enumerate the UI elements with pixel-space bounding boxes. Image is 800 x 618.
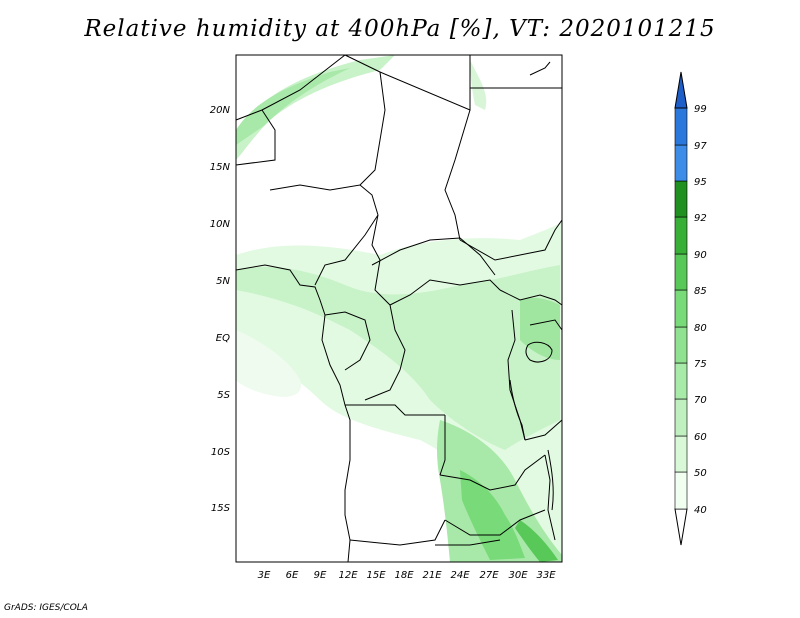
border-mozambique xyxy=(544,454,556,541)
border-namibia xyxy=(435,539,501,546)
border-zambia-south xyxy=(444,509,546,536)
border-mali-niger xyxy=(235,109,276,166)
credit-text: GrADS: IGES/COLA xyxy=(4,603,88,613)
lon-label: 18E xyxy=(394,570,414,581)
border-chad-sudan xyxy=(444,109,471,241)
colorbar-swatch xyxy=(674,471,688,510)
border-angola-south xyxy=(349,519,446,546)
lon-label: 12E xyxy=(338,570,358,581)
humidity-field xyxy=(236,55,562,562)
colorbar-swatch xyxy=(674,144,688,182)
lon-label: 27E xyxy=(479,570,499,581)
border-angola-north xyxy=(345,404,445,416)
colorbar-swatch xyxy=(674,398,688,437)
lat-label: 15N xyxy=(210,162,231,173)
colorbar-label: 85 xyxy=(694,286,707,297)
lat-label: EQ xyxy=(216,333,230,344)
border-algeria-niger xyxy=(235,54,346,121)
border-zambia xyxy=(439,454,546,491)
colorbar-label: 75 xyxy=(694,359,707,370)
lake-tanganyika xyxy=(509,379,526,441)
border-niger-chad xyxy=(359,71,386,186)
map-frame xyxy=(235,54,563,563)
colorbar-swatch xyxy=(674,253,688,291)
colorbar-label: 99 xyxy=(694,104,707,115)
lat-label: 20N xyxy=(210,105,231,116)
map-title: Relative humidity at 400hPa [%], VT: 202… xyxy=(84,16,716,42)
humidity-blob-ocean-west xyxy=(236,330,301,397)
border-tanzania xyxy=(524,419,563,441)
humidity-blob-south-core xyxy=(460,470,525,560)
lon-label: 15E xyxy=(366,570,386,581)
colorbar-label: 97 xyxy=(694,141,707,152)
colorbar-label: 92 xyxy=(694,213,707,224)
colorbar-swatch xyxy=(674,107,688,146)
lon-label: 21E xyxy=(422,570,442,581)
colorbar-swatch xyxy=(674,362,688,400)
colorbar-label: 40 xyxy=(694,505,707,516)
lat-label: 5S xyxy=(217,390,230,401)
lon-label: 24E xyxy=(450,570,470,581)
colorbar-label: 70 xyxy=(694,395,707,406)
colorbar-label: 90 xyxy=(694,250,707,261)
lat-label: 15S xyxy=(211,503,231,514)
lon-label: 33E xyxy=(536,570,556,581)
lat-label: 10N xyxy=(210,219,231,230)
border-car-south xyxy=(389,279,501,306)
colorbar-label: 95 xyxy=(694,177,707,188)
border-nigeria-cameroon xyxy=(314,214,379,286)
colorbar-swatch xyxy=(674,180,688,218)
lon-label: 6E xyxy=(286,570,299,581)
humidity-blob-southeast xyxy=(515,520,558,562)
lon-label: 3E xyxy=(258,570,271,581)
colorbar-swatch xyxy=(674,216,688,255)
lat-label: 5N xyxy=(216,276,230,287)
red-sea-coast xyxy=(529,61,551,76)
colorbar-label: 50 xyxy=(694,468,707,479)
humidity-blob-south xyxy=(437,420,562,562)
border-car-north xyxy=(371,237,496,276)
colorbar-lower-triangle xyxy=(674,508,688,546)
border-uganda xyxy=(529,319,563,331)
border-libya-chad xyxy=(344,54,471,111)
coastlines xyxy=(235,61,554,563)
map-panel xyxy=(235,54,563,563)
colorbar-swatch xyxy=(674,289,688,328)
border-cameroon-car xyxy=(371,214,391,306)
border-angola-drc xyxy=(439,415,446,476)
colorbar-swatch xyxy=(674,326,688,364)
border-sudan-southsudan xyxy=(459,219,563,261)
lat-label: 10S xyxy=(211,447,231,458)
lon-label: 30E xyxy=(508,570,528,581)
lon-label: 9E xyxy=(314,570,327,581)
longitude-axis: 3E 6E 9E 12E 15E 18E 21E 24E 27E 30E 33E xyxy=(258,570,557,581)
latitude-axis: 20N 15N 10N 5N EQ 5S 10S 15S xyxy=(210,105,231,514)
colorbar: 40 50 60 70 75 80 85 90 92 95 97 99 xyxy=(674,71,707,546)
colorbar-swatch xyxy=(674,435,688,473)
lake-victoria xyxy=(525,341,553,363)
colorbar-upper-triangle xyxy=(674,71,688,109)
humidity-blob-north-inner xyxy=(236,68,350,145)
country-borders xyxy=(235,54,563,546)
border-congo-drc xyxy=(364,304,406,401)
humidity-blob-central-mid xyxy=(236,265,560,450)
coastline-west-africa xyxy=(235,264,351,563)
humidity-blob-northeast-edge xyxy=(470,60,487,110)
humidity-blob-east-lakes xyxy=(520,297,560,360)
lake-malawi xyxy=(547,449,554,511)
colorbar-label: 80 xyxy=(694,323,707,334)
border-gabon-congo xyxy=(324,311,371,371)
border-southsudan-drc xyxy=(499,289,563,306)
colorbar-label: 60 xyxy=(694,432,707,443)
border-nigeria-north xyxy=(269,184,379,216)
